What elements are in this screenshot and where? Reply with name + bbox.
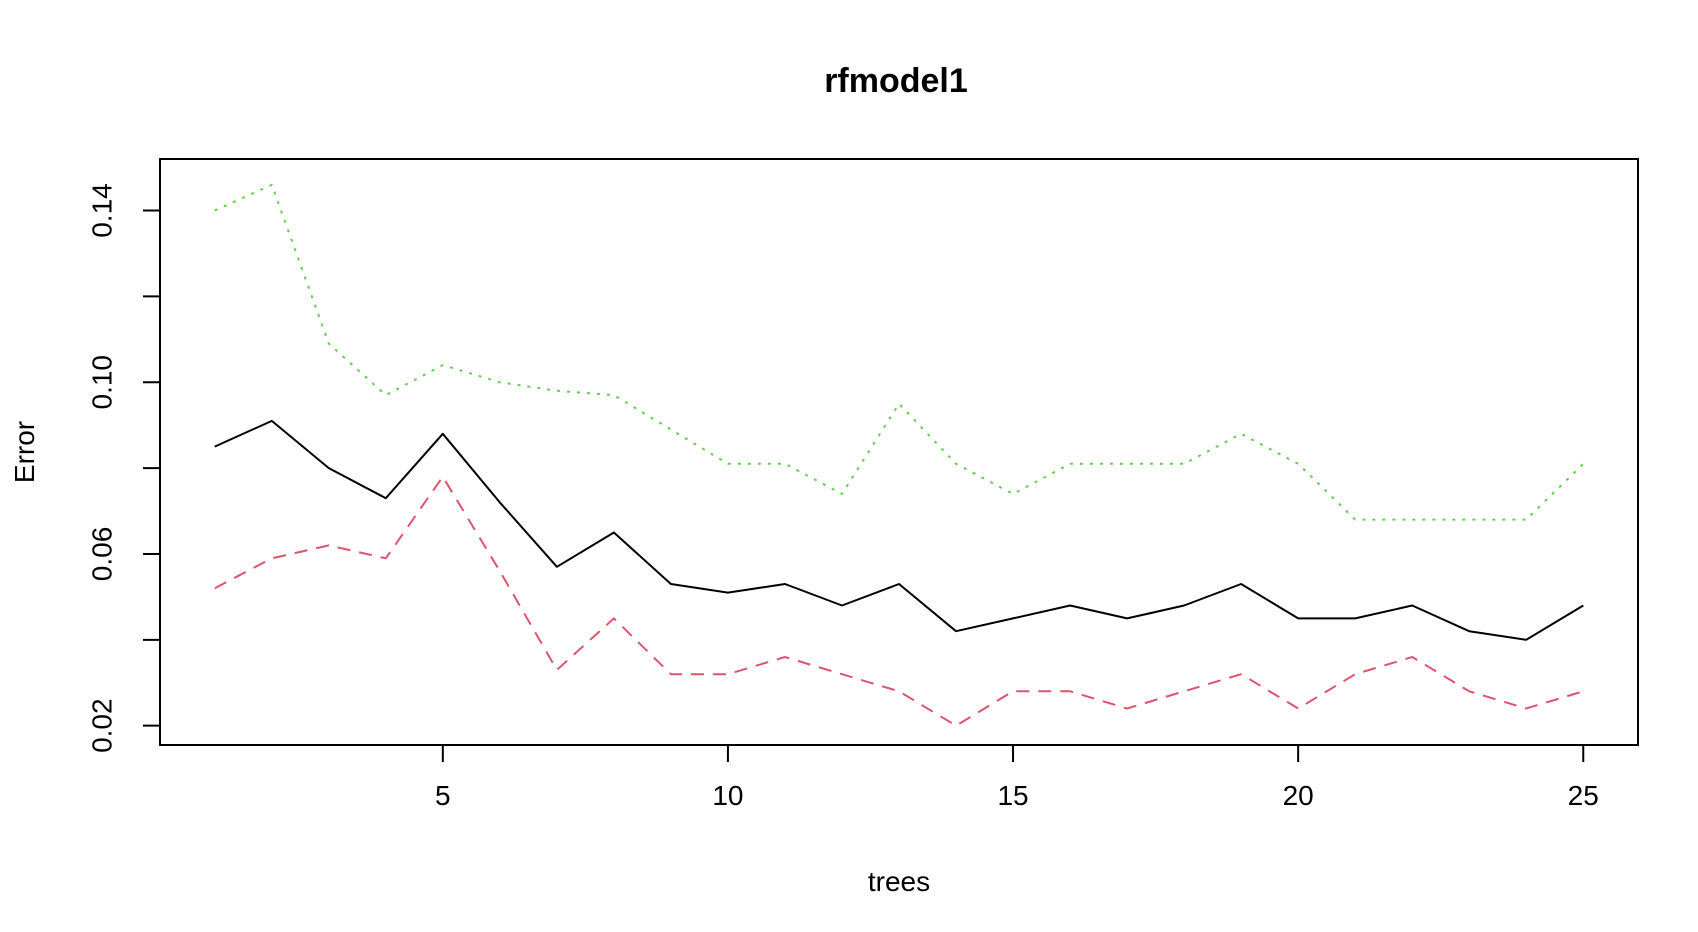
series-line-1 [214, 419, 1584, 641]
x-axis: 5 10 15 20 25 [435, 744, 1599, 811]
x-axis-label: trees [868, 866, 930, 897]
x-tick-label: 15 [997, 780, 1028, 811]
y-axis-label: Error [9, 421, 40, 483]
chart-title: rfmodel1 [824, 62, 968, 100]
series-layer [214, 183, 1584, 727]
x-tick-label: 10 [712, 780, 743, 811]
y-tick-label: 0.10 [86, 355, 117, 410]
x-tick-label: 20 [1283, 780, 1314, 811]
series-line-3 [214, 183, 1584, 521]
y-tick-label: 0.02 [86, 698, 117, 753]
y-axis: 0.02 0.06 0.10 0.14 [86, 183, 161, 753]
plot-area [159, 158, 1639, 746]
x-tick-label: 5 [435, 780, 451, 811]
y-tick-label: 0.14 [86, 183, 117, 238]
series-line-2 [214, 475, 1584, 727]
x-tick-label: 25 [1568, 780, 1599, 811]
y-tick-label: 0.06 [86, 527, 117, 582]
